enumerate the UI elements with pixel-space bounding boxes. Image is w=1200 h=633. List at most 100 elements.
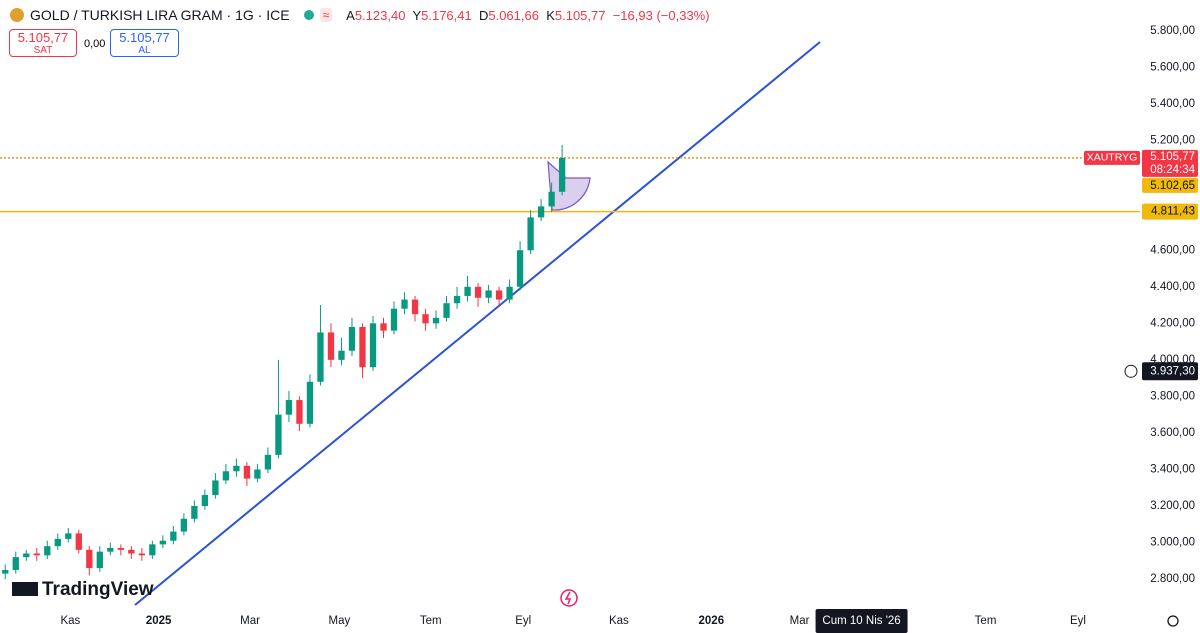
sell-price: 5.105,77 — [17, 30, 69, 45]
candle-body — [96, 551, 103, 569]
candle-body — [170, 531, 177, 541]
candle-body — [453, 295, 461, 304]
candle-body — [212, 480, 219, 496]
crosshair-y-label: 3.937,30 — [1150, 365, 1195, 377]
candle-body — [285, 400, 293, 415]
candle-body — [149, 544, 156, 556]
status-dot — [303, 10, 314, 20]
candle-body — [527, 217, 534, 251]
candle-body — [327, 332, 335, 360]
candle-body — [191, 505, 198, 519]
ohlc: A5.123,40 Y5.176,41 D5.061,66 K5.105,77 … — [346, 8, 709, 23]
symbol-tag-text: XAUTRYG — [1087, 152, 1138, 164]
x-tick-label: Eyl — [515, 615, 531, 627]
candle-body — [401, 299, 408, 309]
candle-body — [411, 299, 419, 315]
y-tick-label: 5.600,00 — [1150, 62, 1195, 74]
lightning-icon[interactable] — [560, 589, 578, 607]
symbol-title[interactable]: GOLD / TURKISH LIRA GRAM · 1G · ICE — [30, 7, 290, 23]
candle-body — [317, 332, 324, 382]
candle-body — [558, 157, 566, 192]
x-tick-label: 2026 — [699, 615, 725, 627]
ohlc-value: 5.105,77 — [554, 7, 606, 23]
candle-body — [548, 191, 555, 207]
countdown: 08:24:34 — [1150, 164, 1195, 176]
candle-body — [23, 553, 30, 558]
candle-body — [495, 290, 503, 300]
candle-body — [86, 549, 93, 569]
candle-body — [390, 308, 398, 331]
settings-icon[interactable] — [1167, 615, 1179, 627]
ohlc-key: K — [546, 7, 555, 23]
badge: ≈ — [319, 8, 333, 22]
candle-body — [65, 533, 72, 539]
candle-body — [243, 465, 251, 479]
candle-body — [44, 546, 51, 556]
header: GOLD / TURKISH LIRA GRAM · 1G · ICE ≈ A5… — [10, 7, 710, 23]
logo-mark — [12, 582, 38, 596]
candle-body — [296, 400, 303, 424]
candle-body — [2, 569, 9, 574]
candle-body — [117, 548, 124, 550]
candle-body — [128, 549, 135, 554]
y-tick-label: 3.600,00 — [1150, 427, 1195, 439]
x-tick-label: Tem — [420, 615, 442, 627]
candle-body — [464, 286, 471, 296]
x-tick-label: Mar — [240, 615, 260, 627]
sell-button[interactable]: 5.105,77 SAT — [9, 29, 77, 57]
candle-body — [506, 286, 513, 300]
symbol-tag — [1084, 150, 1140, 165]
candle-body — [222, 471, 230, 481]
symbol-icon — [10, 8, 24, 22]
x-tick-label: Tem — [975, 615, 997, 627]
y-tick-label: 4.600,00 — [1150, 244, 1195, 256]
y-tick-label: 2.800,00 — [1150, 573, 1195, 585]
crosshair-plus — [1124, 364, 1138, 378]
ohlc-key: Y — [412, 7, 422, 23]
crosshair-x-box — [815, 609, 908, 633]
crosshair-x-label: Cum 10 Nis '26 — [822, 615, 900, 627]
candle-body — [537, 206, 545, 218]
candle-body — [233, 465, 240, 472]
sell-label: SAT — [33, 45, 53, 56]
candle-body — [474, 286, 482, 298]
candle-body — [75, 533, 82, 550]
candle-body — [432, 317, 440, 324]
bid-tag — [1142, 177, 1198, 193]
candle-body — [180, 518, 188, 532]
x-tick-label: Mar — [790, 615, 810, 627]
crosshair-y-box — [1142, 362, 1198, 381]
change: −16,93 (−0,33%) — [612, 7, 710, 23]
y-tick-label: 4.200,00 — [1150, 317, 1195, 329]
candle-body — [33, 553, 40, 556]
candle-body — [380, 323, 387, 331]
candle-body — [369, 323, 377, 368]
ohlc-value: 5.123,40 — [354, 7, 406, 23]
buy-button[interactable]: 5.105,77 AL — [110, 29, 179, 57]
candle-body — [275, 414, 282, 455]
y-tick-label: 5.800,00 — [1150, 25, 1195, 37]
candle-body — [485, 290, 492, 298]
candle-body — [159, 540, 167, 545]
candle-body — [516, 250, 524, 287]
fan-shape — [547, 160, 591, 211]
y-tick-label: 3.000,00 — [1150, 537, 1195, 549]
level-tag-text: 4.811,43 — [1151, 206, 1195, 218]
candle-body — [254, 469, 261, 479]
candle-body — [306, 381, 314, 424]
candle-body — [359, 326, 366, 368]
price-tag-text: 5.105,77 — [1150, 151, 1195, 163]
y-tick-label: 4.400,00 — [1150, 281, 1195, 293]
candle-body — [422, 314, 429, 324]
x-tick-label: Eyl — [1070, 615, 1086, 627]
x-tick-label: Kas — [609, 615, 629, 627]
y-tick-label: 5.400,00 — [1150, 98, 1195, 110]
buy-label: AL — [138, 45, 151, 56]
lightning-bolt — [564, 591, 572, 605]
candle-body — [264, 454, 272, 470]
x-tick-label: 2025 — [146, 615, 172, 627]
candle-body — [201, 495, 209, 506]
ohlc-value: 5.061,66 — [488, 7, 539, 23]
